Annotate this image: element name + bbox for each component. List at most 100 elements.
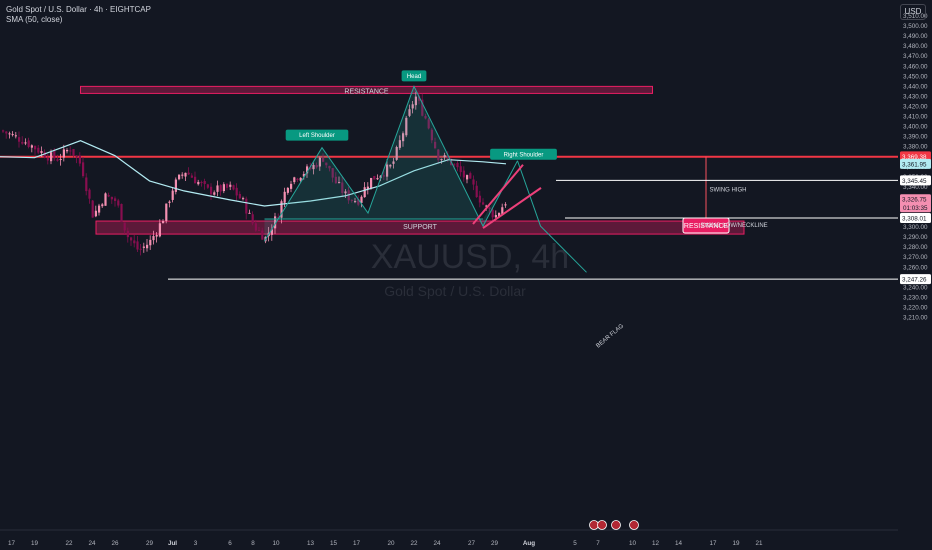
price-tag-label: 3,345.45 <box>902 178 927 185</box>
candle-body <box>66 150 69 152</box>
candle-body <box>94 210 97 217</box>
watermark-name: Gold Spot / U.S. Dollar <box>384 283 526 299</box>
candle-body <box>88 189 91 199</box>
candle-body <box>389 164 392 167</box>
candle-body <box>427 119 430 129</box>
right-shoulder-label-box <box>490 148 557 160</box>
candle-body <box>104 193 107 206</box>
candle-body <box>203 180 206 185</box>
time-tick-label: 19 <box>31 540 39 547</box>
candle-body <box>213 192 216 195</box>
price-tick-label: 3,220.00 <box>903 304 928 311</box>
candle-body <box>414 96 417 106</box>
candle-body <box>171 190 174 200</box>
candle-body <box>30 145 33 148</box>
candle-body <box>456 163 459 168</box>
flag-upper-line <box>472 164 524 225</box>
symbol-title[interactable]: Gold Spot / U.S. Dollar · 4h · EIGHTCAP <box>6 5 151 14</box>
candle-body <box>53 150 56 159</box>
time-tick-label: 17 <box>709 540 717 547</box>
time-tick-label: 21 <box>755 540 763 547</box>
candle-body <box>418 95 421 101</box>
candle-body <box>341 182 344 193</box>
bear-flag-label: BEAR FLAG <box>595 323 625 349</box>
price-tag-current <box>900 194 931 213</box>
candle-body <box>245 198 248 214</box>
candle-body <box>430 129 433 141</box>
candle-body <box>43 152 46 158</box>
head-label-box <box>401 70 427 82</box>
candle-body <box>466 175 469 180</box>
candle-body <box>251 214 254 224</box>
time-tick-label: 17 <box>8 540 16 547</box>
time-tick-label: 5 <box>573 540 577 547</box>
time-tick-label: 10 <box>629 540 637 547</box>
candle-body <box>270 229 273 235</box>
time-tick-label: Aug <box>523 540 535 547</box>
time-tick-label: 17 <box>353 540 361 547</box>
candle-body <box>56 159 59 161</box>
candle-body <box>334 176 337 184</box>
candle-body <box>18 137 21 142</box>
left-shoulder-label-box <box>285 129 349 141</box>
time-tick-label: 14 <box>675 540 683 547</box>
candle-body <box>155 234 158 237</box>
price-tick-label: 3,410.00 <box>903 114 928 121</box>
currency-button[interactable]: USD <box>900 4 926 20</box>
price-tick-label: 3,490.00 <box>903 33 928 40</box>
time-tick-label: Jul <box>168 540 177 547</box>
candle-body <box>501 207 504 214</box>
price-tick-label: 3,510.00 <box>903 13 928 20</box>
candle-body <box>152 236 155 241</box>
price-tick-label: 3,470.00 <box>903 53 928 60</box>
resistance-callout-label: RESISTANCE <box>684 223 729 230</box>
candle-body <box>491 209 494 218</box>
price-tick-label: 3,280.00 <box>903 244 928 251</box>
indicator-legend[interactable]: SMA (50, close) <box>6 15 63 24</box>
candle-body <box>376 178 379 180</box>
resistance-zone <box>80 85 653 94</box>
candle-body <box>283 191 286 203</box>
candle-body <box>130 237 133 241</box>
candle-body <box>226 183 229 188</box>
swing-high-label: SWING HIGH <box>710 187 747 193</box>
price-tag-white <box>900 274 931 285</box>
candle-body <box>434 141 437 149</box>
candle-body <box>158 223 161 237</box>
time-tick-label: 19 <box>732 540 740 547</box>
price-tick-label: 3,500.00 <box>903 23 928 30</box>
time-tick-label: 3 <box>194 540 198 547</box>
resistance-zone-label: RESISTANCE <box>344 88 389 95</box>
candle-body <box>296 178 299 180</box>
candle-body <box>181 174 184 176</box>
candle-body <box>475 185 478 198</box>
candle-body <box>197 181 200 185</box>
candle-body <box>78 155 81 164</box>
candle-body <box>34 145 37 150</box>
candle-body <box>184 172 187 177</box>
candle-body <box>325 162 328 166</box>
time-tick-label: 8 <box>251 540 255 547</box>
candle-body <box>46 158 49 161</box>
candle-body <box>139 248 142 250</box>
candle-body <box>338 182 341 184</box>
candle-body <box>462 170 465 178</box>
candle-body <box>459 166 462 173</box>
time-tick-label: 12 <box>652 540 660 547</box>
candle-body <box>504 204 507 206</box>
candle-body <box>101 204 104 207</box>
candle-body <box>485 205 488 207</box>
candle-body <box>328 165 331 169</box>
time-tick-label: 22 <box>65 540 73 547</box>
candle-body <box>360 196 363 203</box>
candle-body <box>443 155 446 158</box>
candle-body <box>136 241 139 250</box>
price-tick-label: 3,290.00 <box>903 234 928 241</box>
candle-body <box>82 162 85 177</box>
candle-body <box>117 200 120 206</box>
candle-body <box>405 117 408 136</box>
candle-body <box>27 140 30 147</box>
candle-body <box>402 133 405 142</box>
candle-body <box>248 212 251 214</box>
